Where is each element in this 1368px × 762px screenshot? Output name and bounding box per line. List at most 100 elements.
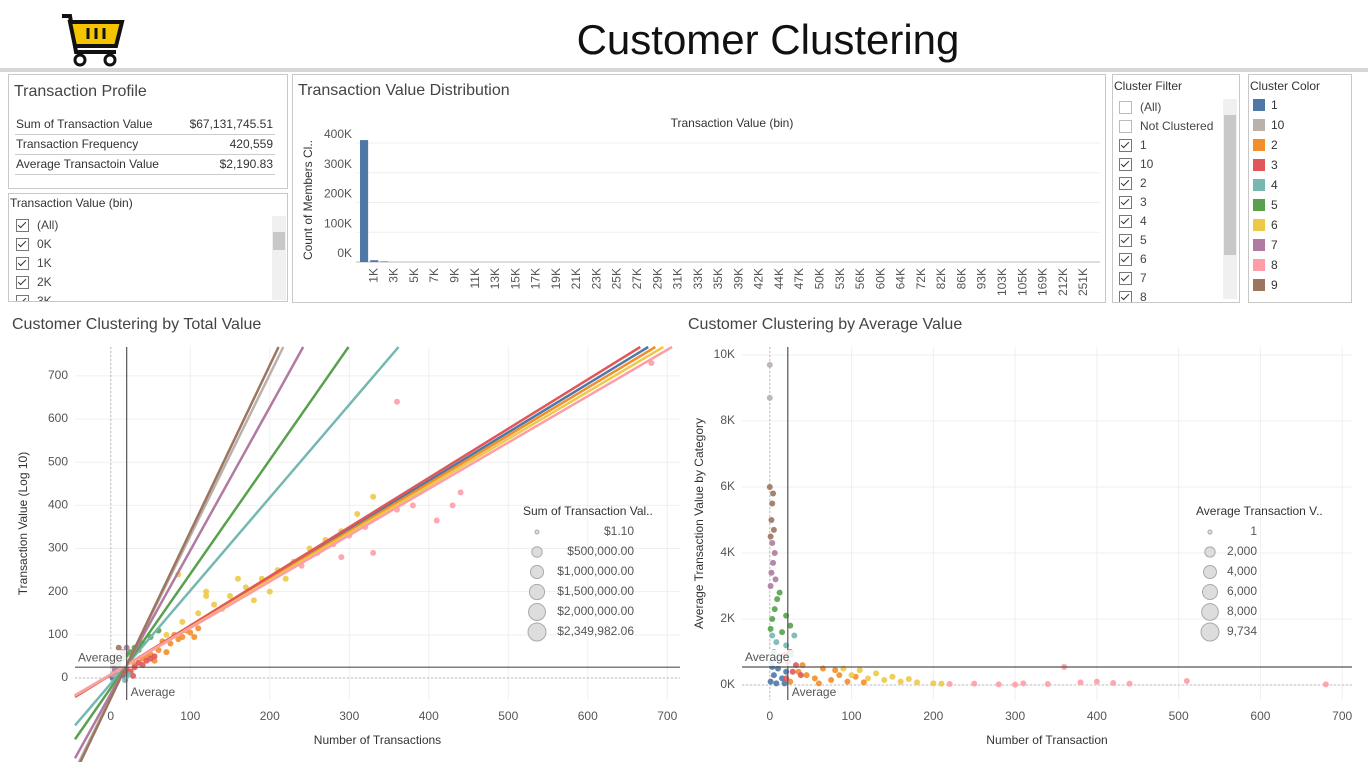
point bbox=[195, 625, 202, 632]
size-legend-mark bbox=[531, 546, 543, 558]
trend-line bbox=[74, 345, 641, 699]
size-legend-label: 1 bbox=[1250, 524, 1257, 538]
legend-swatch bbox=[1253, 239, 1265, 251]
checkbox[interactable] bbox=[16, 295, 29, 301]
reference-label: Average bbox=[745, 650, 790, 664]
point bbox=[151, 657, 158, 664]
point bbox=[770, 559, 777, 566]
scrollbar[interactable] bbox=[272, 216, 286, 300]
x-tick-label: 700 bbox=[1332, 709, 1352, 723]
checkbox[interactable] bbox=[1119, 120, 1132, 133]
checkbox[interactable] bbox=[16, 219, 29, 232]
filter-item[interactable]: 8 bbox=[1114, 288, 1220, 302]
point bbox=[803, 672, 810, 679]
reference-label-bg bbox=[76, 650, 126, 667]
size-legend-mark bbox=[534, 529, 540, 535]
point bbox=[179, 618, 186, 625]
point bbox=[774, 665, 781, 672]
point bbox=[828, 677, 835, 684]
panel-title: Transaction Profile bbox=[14, 83, 147, 100]
filter-label: Not Clustered bbox=[1140, 119, 1214, 133]
cluster-color-panel: Cluster Color 1 10 2 3 4 5 6 7 8 9 bbox=[1248, 74, 1352, 303]
point bbox=[457, 489, 464, 496]
point bbox=[143, 657, 150, 664]
checkbox[interactable] bbox=[16, 238, 29, 251]
filter-item[interactable]: Not Clustered bbox=[1114, 117, 1220, 136]
legend-label: 5 bbox=[1271, 198, 1278, 212]
filter-item[interactable]: (All) bbox=[1114, 98, 1220, 117]
filter-label: 3K bbox=[37, 294, 52, 301]
filter-item[interactable]: (All) bbox=[11, 216, 117, 235]
x-tick-label: 200 bbox=[260, 709, 280, 723]
point bbox=[409, 502, 416, 509]
chart-title: Customer Clustering by Average Value bbox=[688, 316, 962, 333]
filter-item[interactable]: 3K bbox=[11, 292, 117, 301]
point bbox=[905, 676, 912, 683]
filter-item[interactable]: 7 bbox=[1114, 269, 1220, 288]
checkbox[interactable] bbox=[1119, 272, 1132, 285]
chart-title: Customer Clustering by Total Value bbox=[12, 316, 261, 333]
legend-label: 8 bbox=[1271, 258, 1278, 272]
checkbox[interactable] bbox=[1119, 101, 1132, 114]
reference-label: Average bbox=[78, 650, 123, 664]
y-tick-label: 700 bbox=[48, 368, 68, 382]
size-legend-mark bbox=[1203, 565, 1217, 579]
size-legend-mark bbox=[528, 603, 546, 621]
checkbox[interactable] bbox=[1119, 234, 1132, 247]
point bbox=[110, 662, 117, 669]
checkbox[interactable] bbox=[1119, 215, 1132, 228]
checkbox[interactable] bbox=[1119, 177, 1132, 190]
checkbox[interactable] bbox=[1119, 196, 1132, 209]
filter-item[interactable]: 2K bbox=[11, 273, 117, 292]
filter-item[interactable]: 5 bbox=[1114, 231, 1220, 250]
size-legend-mark bbox=[1204, 546, 1216, 558]
checkbox[interactable] bbox=[16, 276, 29, 289]
size-legend-mark bbox=[528, 583, 546, 601]
scrollbar[interactable] bbox=[1223, 99, 1237, 299]
x-tick-label: 0 bbox=[107, 709, 114, 723]
point bbox=[946, 680, 953, 687]
trend-line bbox=[74, 345, 664, 697]
point bbox=[648, 359, 655, 366]
filter-item[interactable]: 10 bbox=[1114, 155, 1220, 174]
point bbox=[766, 394, 773, 401]
point bbox=[203, 588, 210, 595]
point bbox=[768, 658, 775, 665]
point bbox=[766, 361, 773, 368]
point bbox=[330, 541, 337, 548]
point bbox=[776, 655, 783, 662]
filter-label: 10 bbox=[1140, 157, 1154, 171]
cluster-filter-panel: Cluster Filter (All) Not Clustered 1 10 2 3 4 5… bbox=[1112, 74, 1240, 303]
checkbox[interactable] bbox=[1119, 158, 1132, 171]
point bbox=[130, 672, 137, 679]
point bbox=[783, 612, 790, 619]
point bbox=[378, 511, 385, 518]
checkbox[interactable] bbox=[1119, 291, 1132, 302]
legend-swatch bbox=[1253, 259, 1265, 271]
point bbox=[123, 669, 130, 676]
filter-item[interactable]: 1 bbox=[1114, 136, 1220, 155]
y-tick-label: 100 bbox=[48, 627, 68, 641]
filter-item[interactable]: 2 bbox=[1114, 174, 1220, 193]
reference-label: Average bbox=[131, 685, 176, 699]
y-tick-label: 6K bbox=[720, 479, 735, 493]
point bbox=[354, 511, 361, 518]
point bbox=[258, 575, 265, 582]
filter-item[interactable]: 0K bbox=[11, 235, 117, 254]
point bbox=[792, 662, 799, 669]
checkbox[interactable] bbox=[1119, 253, 1132, 266]
filter-item[interactable]: 6 bbox=[1114, 250, 1220, 269]
point bbox=[282, 575, 289, 582]
checkbox[interactable] bbox=[1119, 139, 1132, 152]
point bbox=[791, 632, 798, 639]
filter-item[interactable]: 1K bbox=[11, 254, 117, 273]
point bbox=[125, 671, 132, 678]
point bbox=[971, 680, 978, 687]
filter-item[interactable]: 3 bbox=[1114, 193, 1220, 212]
filter-label: 2 bbox=[1140, 176, 1147, 190]
legend-label: 2 bbox=[1271, 138, 1278, 152]
checkbox[interactable] bbox=[16, 257, 29, 270]
filter-item[interactable]: 4 bbox=[1114, 212, 1220, 231]
point bbox=[930, 680, 937, 687]
size-legend-mark bbox=[1202, 584, 1218, 600]
